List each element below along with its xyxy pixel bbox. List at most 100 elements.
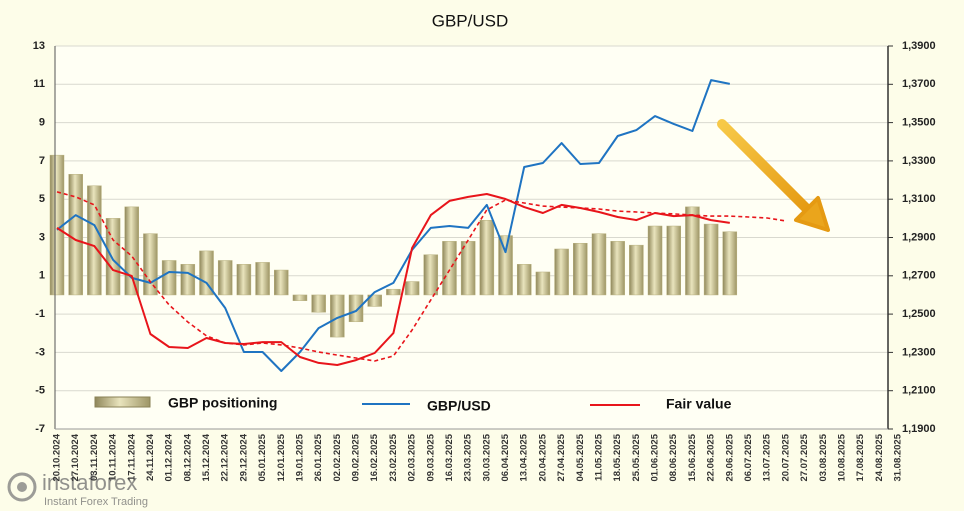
x-tick-label: 19.01.2025 xyxy=(294,433,305,481)
x-tick-label: 03.08.2025 xyxy=(818,433,829,481)
x-tick-label: 23.02.2025 xyxy=(388,433,399,481)
bar xyxy=(610,241,625,296)
bar xyxy=(535,271,551,296)
x-tick-label: 01.12.2024 xyxy=(164,433,175,481)
bar xyxy=(105,218,121,296)
x-tick-label: 17.11.2024 xyxy=(126,433,137,481)
legend-label: Fair value xyxy=(666,396,732,412)
x-tick-label: 20.07.2025 xyxy=(780,433,791,481)
y-tick-label: 3 xyxy=(39,231,45,243)
x-tick-label: 06.07.2025 xyxy=(743,433,754,481)
x-tick-label: 29.12.2024 xyxy=(238,433,249,481)
logo xyxy=(17,482,27,492)
y2-tick-label: 1,2500 xyxy=(902,308,936,320)
x-tick-label: 17.08.2025 xyxy=(855,433,866,481)
bar xyxy=(629,244,644,296)
forecast-arrow xyxy=(717,119,830,232)
x-tick-label: 22.12.2024 xyxy=(220,433,231,481)
x-tick-label: 02.03.2025 xyxy=(407,433,418,481)
bar xyxy=(498,235,513,296)
x-tick-label: 24.08.2025 xyxy=(874,433,885,481)
bar xyxy=(591,233,607,296)
x-tick-label: 15.12.2024 xyxy=(201,433,212,481)
x-tick-label: 31.08.2025 xyxy=(893,433,904,481)
legend: GBP positioning GBP/USD Fair value xyxy=(94,395,732,414)
bar xyxy=(311,294,326,313)
y-tick-label: -7 xyxy=(35,423,45,435)
bar xyxy=(666,225,681,296)
x-tick-label: 04.05.2025 xyxy=(575,433,586,481)
watermark: instaforex Instant Forex Trading xyxy=(7,470,148,508)
bar xyxy=(68,174,83,296)
x-tick-label: 27.07.2025 xyxy=(799,433,810,481)
x-tick-label: 16.02.2025 xyxy=(369,433,380,481)
chart-title: GBP/USD xyxy=(432,11,509,30)
bar xyxy=(143,233,158,296)
y2-tick-label: 1,2300 xyxy=(902,346,936,358)
y-tick-label: 5 xyxy=(39,193,45,205)
y2-tick-label: 1,2900 xyxy=(902,231,936,243)
bar xyxy=(292,294,308,301)
bar xyxy=(124,206,140,296)
x-tick-label: 09.02.2025 xyxy=(351,433,362,481)
bar xyxy=(161,260,177,296)
x-tick-label: 20.10.2024 xyxy=(52,433,63,481)
x-tick-label: 08.12.2024 xyxy=(182,433,193,481)
x-tick-label: 10.08.2025 xyxy=(836,433,847,481)
bar xyxy=(703,223,719,296)
y-tick-label: 9 xyxy=(39,117,45,129)
line xyxy=(56,193,730,366)
x-tick-label: 10.11.2024 xyxy=(108,433,119,481)
bar xyxy=(87,185,102,296)
bar xyxy=(180,264,196,296)
y-tick-label: 11 xyxy=(33,78,45,90)
bar xyxy=(236,264,252,296)
x-tick-label: 24.11.2024 xyxy=(145,433,156,481)
bar xyxy=(685,206,700,296)
x-tick-label: 11.05.2025 xyxy=(593,433,604,481)
y2-tick-label: 1,3300 xyxy=(902,155,936,167)
y2-tick-label: 1,3900 xyxy=(902,40,936,52)
bar xyxy=(274,269,289,296)
bar xyxy=(255,262,270,296)
legend-label: GBP positioning xyxy=(168,395,277,411)
x-tick-label: 13.04.2025 xyxy=(519,433,530,481)
y2-tick-label: 1,3700 xyxy=(902,78,936,90)
trend-line xyxy=(56,191,787,362)
y2-tick-label: 1,2100 xyxy=(902,385,936,397)
legend-label: GBP/USD xyxy=(427,398,491,414)
x-tick-label: 09.03.2025 xyxy=(425,433,436,481)
brand: instaforex xyxy=(42,470,137,495)
x-tick-label: 03.11.2024 xyxy=(89,433,100,481)
x-tick-label: 30.03.2025 xyxy=(481,433,492,481)
x-tick-label: 22.06.2025 xyxy=(706,433,717,481)
marks xyxy=(49,79,787,372)
bar xyxy=(386,288,401,296)
y-tick-label: 13 xyxy=(33,40,45,52)
x-tick-label: 08.06.2025 xyxy=(668,433,679,481)
bar xyxy=(199,250,214,296)
x-tick-label: 05.01.2025 xyxy=(257,433,268,481)
bar xyxy=(348,294,364,323)
bar xyxy=(367,294,382,307)
x-tick-label: 18.05.2025 xyxy=(612,433,623,481)
x-tick-label: 25.05.2025 xyxy=(631,433,642,481)
x-tick-label: 01.06.2025 xyxy=(650,433,661,481)
bar xyxy=(573,242,588,296)
bar xyxy=(516,264,532,296)
y2-tick-label: 1,2700 xyxy=(902,270,936,282)
x-tick-label: 12.01.2025 xyxy=(276,433,287,481)
x-tick-label: 26.01.2025 xyxy=(313,433,324,481)
y2-tick-label: 1,3100 xyxy=(902,193,936,205)
x-tick-label: 20.04.2025 xyxy=(537,433,548,481)
bar xyxy=(647,225,663,296)
y-tick-label: -1 xyxy=(35,308,45,320)
y2-tick-label: 1,3500 xyxy=(902,117,936,129)
bar xyxy=(554,248,569,296)
x-tick-label: 23.03.2025 xyxy=(463,433,474,481)
x-tick-label: 29.06.2025 xyxy=(724,433,735,481)
x-tick-label: 27.04.2025 xyxy=(556,433,567,481)
y-tick-label: 7 xyxy=(39,155,45,167)
bar xyxy=(442,241,457,296)
